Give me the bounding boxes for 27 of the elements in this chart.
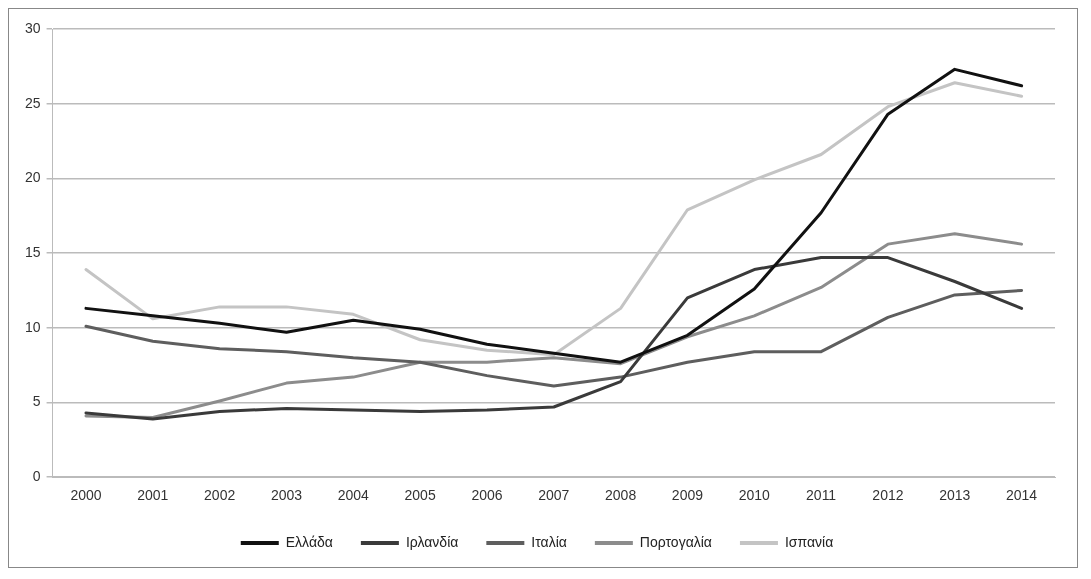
x-tick-label: 2007 (538, 487, 570, 504)
x-tick-label: 2002 (204, 487, 236, 504)
x-tick-label: 2001 (137, 487, 169, 504)
y-tick-label: 25 (24, 94, 41, 111)
y-tick-label: 30 (24, 19, 41, 36)
legend-label: Ελλάδα (285, 533, 333, 550)
y-tick-label: 20 (24, 169, 41, 186)
x-tick-label: 2000 (70, 487, 102, 504)
y-tick-label: 15 (24, 243, 41, 260)
x-tick-label: 2011 (806, 487, 837, 504)
x-tick-label: 2013 (939, 487, 971, 504)
x-tick-label: 2014 (1006, 487, 1038, 504)
y-tick-label: 0 (32, 468, 41, 485)
legend-label: Ιταλία (531, 533, 567, 550)
y-tick-label: 10 (24, 318, 41, 335)
x-tick-label: 2009 (671, 487, 704, 504)
x-tick-label: 2010 (738, 487, 771, 504)
legend-label: Ισπανία (784, 533, 834, 550)
legend-label: Ιρλανδία (405, 533, 459, 550)
y-tick-label: 5 (32, 393, 41, 410)
x-tick-label: 2006 (471, 487, 503, 504)
x-tick-label: 2008 (605, 487, 637, 504)
x-tick-label: 2012 (872, 487, 904, 504)
x-tick-label: 2004 (337, 487, 370, 504)
x-tick-label: 2003 (270, 487, 303, 504)
legend-label: Πορτογαλία (639, 533, 712, 550)
x-tick-label: 2005 (404, 487, 436, 504)
